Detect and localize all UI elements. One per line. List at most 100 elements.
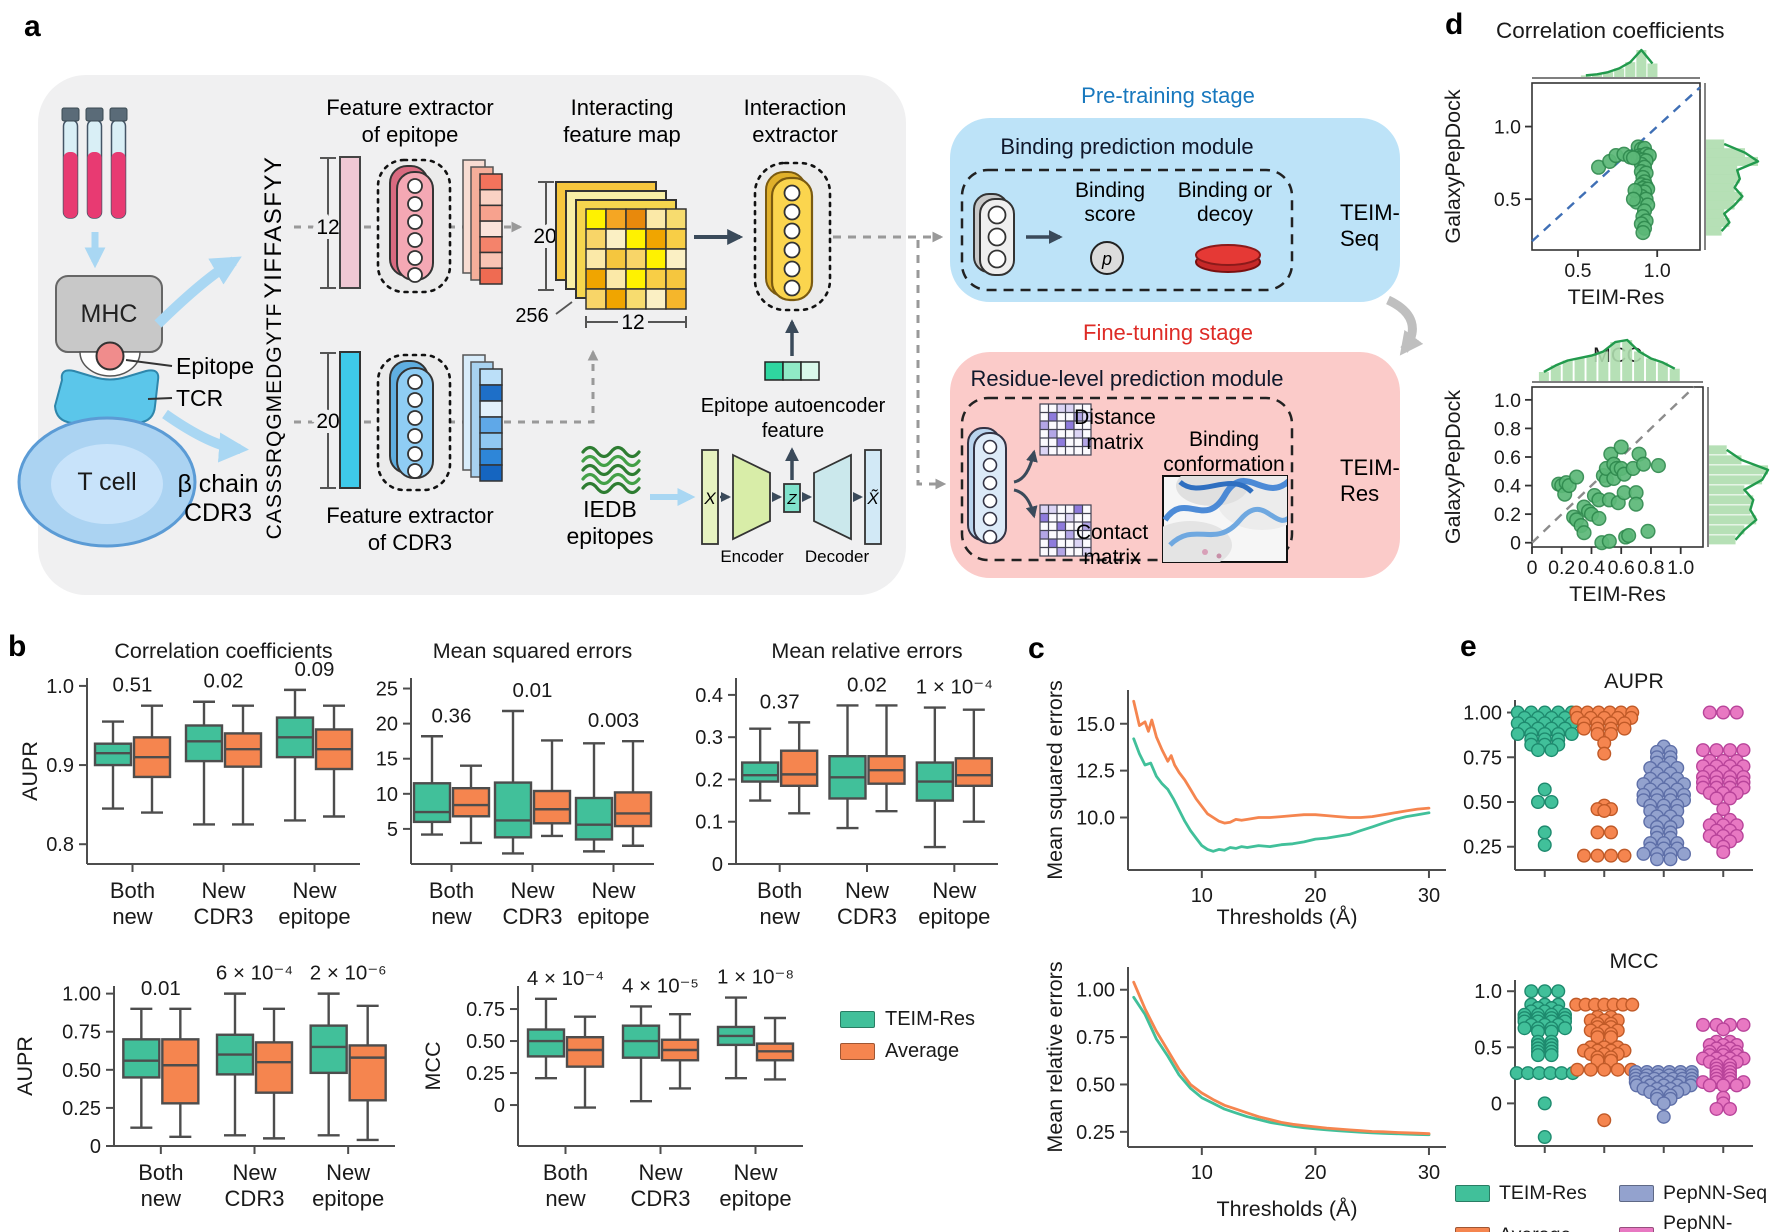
svg-text:epitope: epitope: [312, 1186, 384, 1211]
teim-seq-label-1: TEIM-: [1340, 200, 1400, 225]
svg-text:1.0: 1.0: [1644, 260, 1671, 282]
svg-text:0.50: 0.50: [466, 1031, 505, 1053]
svg-text:CDR3: CDR3: [194, 904, 254, 929]
autoencoder-feature-label-2: feature: [762, 420, 824, 442]
svg-text:1.0: 1.0: [46, 676, 74, 698]
svg-text:0.8: 0.8: [46, 834, 74, 856]
svg-text:0.5: 0.5: [1474, 1037, 1502, 1059]
average-legend-label: Average: [885, 1040, 960, 1062]
panel-d-title: Correlation coefficients: [1496, 18, 1725, 43]
svg-text:10: 10: [1191, 1162, 1213, 1184]
interaction-extractor-module: [753, 161, 832, 312]
panel-a-label: a: [24, 10, 41, 43]
svg-text:0: 0: [90, 1136, 101, 1158]
svg-text:10.0: 10.0: [1076, 808, 1115, 830]
feature-map-title-1: Interacting: [571, 95, 674, 120]
svg-text:GalaxyPepDock: GalaxyPepDock: [1441, 390, 1465, 544]
cdr3-length-label: 20: [316, 410, 339, 433]
average-legend-label-e: Average: [1499, 1224, 1571, 1232]
score-p-circle: [1090, 241, 1124, 275]
contact-matrix-grid: [1039, 504, 1092, 557]
residue-module-dashed-box: [960, 396, 1294, 562]
svg-text:1.0: 1.0: [1667, 557, 1694, 579]
svg-text:CDR3: CDR3: [225, 1186, 285, 1211]
teim-res-legend-label: TEIM-Res: [885, 1008, 975, 1030]
svg-text:0.50: 0.50: [62, 1060, 101, 1082]
t-cell-label: T cell: [77, 468, 136, 496]
svg-text:12.5: 12.5: [1076, 761, 1115, 783]
cdr3-input-bar: [339, 351, 361, 489]
panel-b-legend: TEIM-Res Average: [840, 1008, 975, 1063]
binding-conformation-label-1: Binding: [1189, 428, 1259, 451]
svg-text:MCC: MCC: [421, 1042, 445, 1091]
svg-text:10: 10: [1191, 885, 1213, 907]
line-mre-thresholds: 0.25 0.50 0.75 1.00 Mean relative errors 10 20…: [1040, 925, 1460, 1232]
map-width-label: 12: [621, 311, 644, 334]
boxplot-mre: Mean relative errors 0 0.1 0.2 0.3 0.4 Both new…: [686, 630, 1006, 947]
svg-text:25: 25: [376, 679, 398, 701]
pepnn-struc-legend-label: PepNN-Struc: [1663, 1212, 1733, 1232]
svg-text:0: 0: [494, 1095, 505, 1117]
map-height-label: 20: [533, 225, 556, 248]
legend-item-teim-res-e: TEIM-Res: [1455, 1182, 1605, 1205]
contact-matrix-label-2: matrix: [1083, 546, 1141, 569]
svg-text:0: 0: [1491, 1093, 1502, 1115]
svg-text:0.8: 0.8: [1637, 557, 1664, 579]
svg-text:0.2: 0.2: [1494, 504, 1521, 526]
map-width-dimension: 12: [585, 311, 687, 334]
boxplot-mse: Mean squared errors 5 10 15 20 25 Both new 0.36 N…: [356, 630, 666, 947]
finetune-stage-title: Fine-tuning stage: [1083, 320, 1253, 345]
iedb-label-2: epitopes: [567, 523, 654, 549]
svg-text:New: New: [591, 878, 635, 903]
average-swatch-e: [1455, 1226, 1490, 1232]
contact-matrix-label-1: Contact: [1076, 521, 1149, 544]
line-mse-thresholds: 10.0 12.5 15.0 Mean squared errors 10 20 30 Thr…: [1040, 640, 1460, 945]
epitope-length-label: 12: [316, 216, 339, 239]
svg-text:30: 30: [1418, 1162, 1440, 1184]
svg-text:Mean relative errors: Mean relative errors: [1043, 961, 1067, 1152]
panel-e-label: e: [1460, 630, 1477, 663]
svg-text:AUPR: AUPR: [18, 741, 42, 801]
boxplot-mcc-binding: 0 0.25 0.50 0.75 MCC Both new 4 × 10⁻⁴ New CDR3 4 …: [418, 948, 818, 1232]
svg-text:1.0: 1.0: [1474, 981, 1502, 1003]
legend-item-pepnn-seq: PepNN-Seq: [1619, 1182, 1770, 1205]
cdr3-sequence: CASSSRQGMEDGYTF: [263, 303, 286, 540]
svg-text:Both: Both: [110, 878, 155, 903]
ae-z-label: Z: [786, 491, 797, 508]
residue-module-title: Residue-level prediction module: [970, 366, 1283, 391]
teim-res-swatch-e: [1455, 1185, 1490, 1202]
pepnn-seq-swatch: [1619, 1185, 1654, 1202]
svg-text:2 × 10⁻⁶: 2 × 10⁻⁶: [310, 962, 387, 985]
svg-text:0.25: 0.25: [62, 1098, 101, 1120]
svg-text:GalaxyPepDock: GalaxyPepDock: [1441, 89, 1465, 243]
svg-text:CDR3: CDR3: [631, 1186, 691, 1211]
svg-text:15.0: 15.0: [1076, 714, 1115, 736]
epitope-sequence: YIFFASFYY: [260, 156, 287, 299]
svg-text:1.0: 1.0: [1494, 390, 1521, 412]
svg-text:1 × 10⁻⁸: 1 × 10⁻⁸: [717, 966, 794, 989]
strip-aupr: AUPR 0.25 0.50 0.75 1.00: [1440, 660, 1770, 920]
autoencoder: X Z X̃ Encoder Decoder: [701, 449, 882, 566]
svg-text:0.51: 0.51: [113, 674, 153, 697]
test-tubes-icon: [61, 107, 128, 219]
svg-text:0.25: 0.25: [1463, 837, 1502, 859]
svg-text:0.5: 0.5: [1494, 189, 1521, 211]
autoencoder-feature-label-1: Epitope autoencoder: [701, 395, 886, 417]
svg-text:0.36: 0.36: [432, 704, 472, 727]
boxplot-correlation-aupr: Correlation coefficients 0.8 0.9 1.0 AUPR Bot…: [15, 630, 370, 947]
strip-mcc: MCC 0 0.5 1.0: [1440, 935, 1770, 1210]
svg-text:Thresholds (Å): Thresholds (Å): [1217, 1197, 1358, 1221]
svg-text:0.5: 0.5: [1564, 260, 1591, 282]
epitope-input-bar: [339, 156, 361, 289]
line-mre-thresholds-svg: 0.25 0.50 0.75 1.00 Mean relative errors 10 20…: [1043, 961, 1446, 1221]
ae-x-label: X: [703, 489, 716, 508]
svg-text:Mean squared errors: Mean squared errors: [433, 639, 633, 663]
feature-extractor-cdr3-title-2: of CDR3: [368, 530, 452, 555]
panel-d-label: d: [1445, 8, 1464, 41]
binding-prediction-module-title: Binding prediction module: [1000, 134, 1253, 159]
svg-text:0.01: 0.01: [513, 679, 553, 702]
svg-text:New: New: [932, 878, 976, 903]
t-cell-icon: T cell: [17, 416, 197, 548]
